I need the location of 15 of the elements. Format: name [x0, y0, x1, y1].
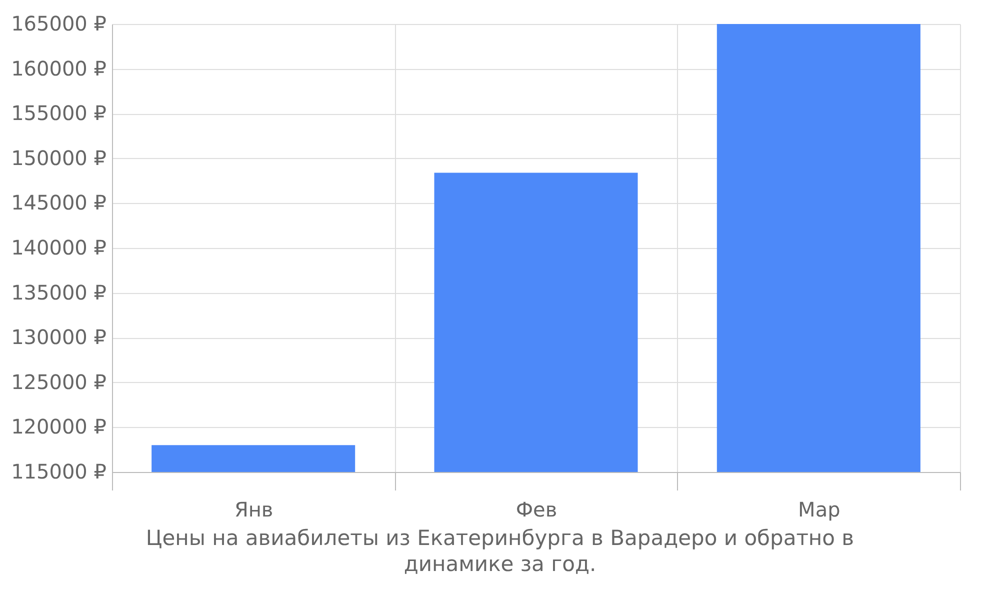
y-tick-label: 140000 ₽ — [11, 236, 107, 260]
y-tick-label: 120000 ₽ — [11, 414, 107, 439]
y-tick-label: 160000 ₽ — [11, 56, 107, 80]
y-tick-label: 135000 ₽ — [11, 280, 107, 304]
x-tick-label: Янв — [234, 498, 274, 522]
text: Цены на авиабилеты из Екатеринбурга в Варадеро и обратно в динамике за год. — [144, 525, 856, 577]
y-tick-label: 165000 ₽ — [11, 12, 107, 36]
y-tick-label: 125000 ₽ — [11, 370, 107, 394]
x-tick-label: Мар — [798, 498, 840, 522]
y-tick-label: 130000 ₽ — [11, 325, 107, 350]
y-tick-label: 145000 ₽ — [11, 190, 107, 215]
y-tick-label: 155000 ₽ — [11, 101, 107, 126]
y-tick-label: 150000 ₽ — [11, 146, 107, 170]
y-tick-label: 115000 ₽ — [11, 460, 107, 484]
x-tick-label: Фев — [516, 498, 558, 522]
